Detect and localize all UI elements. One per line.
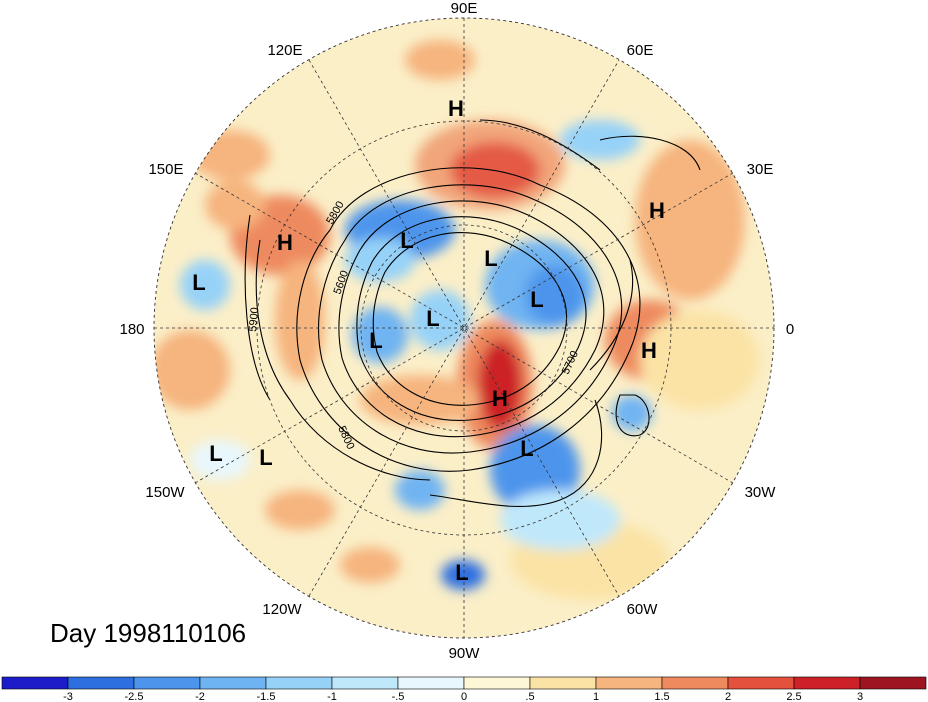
colorbar-swatch — [397, 676, 465, 690]
colorbar-swatch — [595, 676, 663, 690]
lon-label-0: 0 — [786, 321, 794, 338]
colorbar-swatch — [463, 676, 531, 690]
colorbar-label: 3 — [857, 691, 863, 702]
lon-label-90w: 90W — [449, 645, 481, 662]
colorbar-label: -2.5 — [125, 691, 144, 702]
colorbar: -3 -2.5 -2 -1.5 -1 -.5 0 .5 1 1.5 2 2.5 3 — [1, 676, 927, 702]
graticule — [154, 18, 774, 638]
lon-label-30w: 30W — [745, 484, 777, 501]
colorbar-label: .5 — [525, 691, 534, 702]
low-pressure-marker: L — [530, 287, 543, 312]
low-pressure-marker: L — [484, 246, 497, 271]
low-pressure-marker: L — [259, 445, 272, 470]
colorbar-swatch — [859, 676, 927, 690]
high-pressure-marker: H — [641, 338, 657, 363]
low-pressure-marker: L — [400, 228, 413, 253]
lon-label-90e: 90E — [451, 0, 478, 17]
low-pressure-marker: L — [520, 436, 533, 461]
colorbar-label: 0 — [461, 691, 467, 702]
colorbar-label: 2 — [725, 691, 731, 702]
colorbar-label: -1.5 — [257, 691, 276, 702]
colorbar-label: 1 — [593, 691, 599, 702]
colorbar-swatch — [331, 676, 399, 690]
high-pressure-marker: H — [649, 198, 665, 223]
colorbar-label: -3 — [63, 691, 73, 702]
map-title: Day 1998110106 — [50, 618, 247, 648]
map-boundary — [153, 17, 775, 639]
colorbar-swatch — [133, 676, 201, 690]
colorbar-swatch — [793, 676, 861, 690]
anomaly-field — [154, 18, 774, 638]
colorbar-swatch — [199, 676, 267, 690]
colorbar-label: 1.5 — [654, 691, 669, 702]
lon-label-30e: 30E — [747, 161, 774, 178]
colorbar-label: -2 — [195, 691, 205, 702]
colorbar-swatch — [727, 676, 795, 690]
high-pressure-marker: H — [448, 96, 464, 121]
low-pressure-marker: L — [209, 441, 222, 466]
colorbar-label: -.5 — [392, 691, 405, 702]
colorbar-swatch — [529, 676, 597, 690]
contour-label: 5900 — [247, 307, 261, 332]
height-contours — [244, 119, 701, 508]
low-pressure-marker: L — [192, 270, 205, 295]
lon-label-150w: 150W — [145, 484, 185, 501]
lon-label-60w: 60W — [627, 601, 659, 618]
colorbar-swatch — [67, 676, 135, 690]
low-pressure-marker: L — [455, 560, 468, 585]
polar-map: 90E 120E 60E 150E 30E 180 0 150W 30W 120… — [119, 0, 794, 662]
low-pressure-marker: L — [369, 328, 382, 353]
low-pressure-marker: L — [426, 306, 439, 331]
colorbar-swatch — [661, 676, 729, 690]
lon-label-120e: 120E — [267, 42, 302, 59]
colorbar-label: 2.5 — [786, 691, 801, 702]
lon-label-60e: 60E — [627, 42, 654, 59]
lon-label-180: 180 — [119, 321, 144, 338]
lon-label-120w: 120W — [262, 601, 302, 618]
colorbar-label: -1 — [327, 691, 337, 702]
high-pressure-marker: H — [492, 386, 508, 411]
colorbar-swatch — [1, 676, 69, 690]
colorbar-swatch — [265, 676, 333, 690]
lon-label-150e: 150E — [148, 161, 183, 178]
high-pressure-marker: H — [277, 230, 293, 255]
